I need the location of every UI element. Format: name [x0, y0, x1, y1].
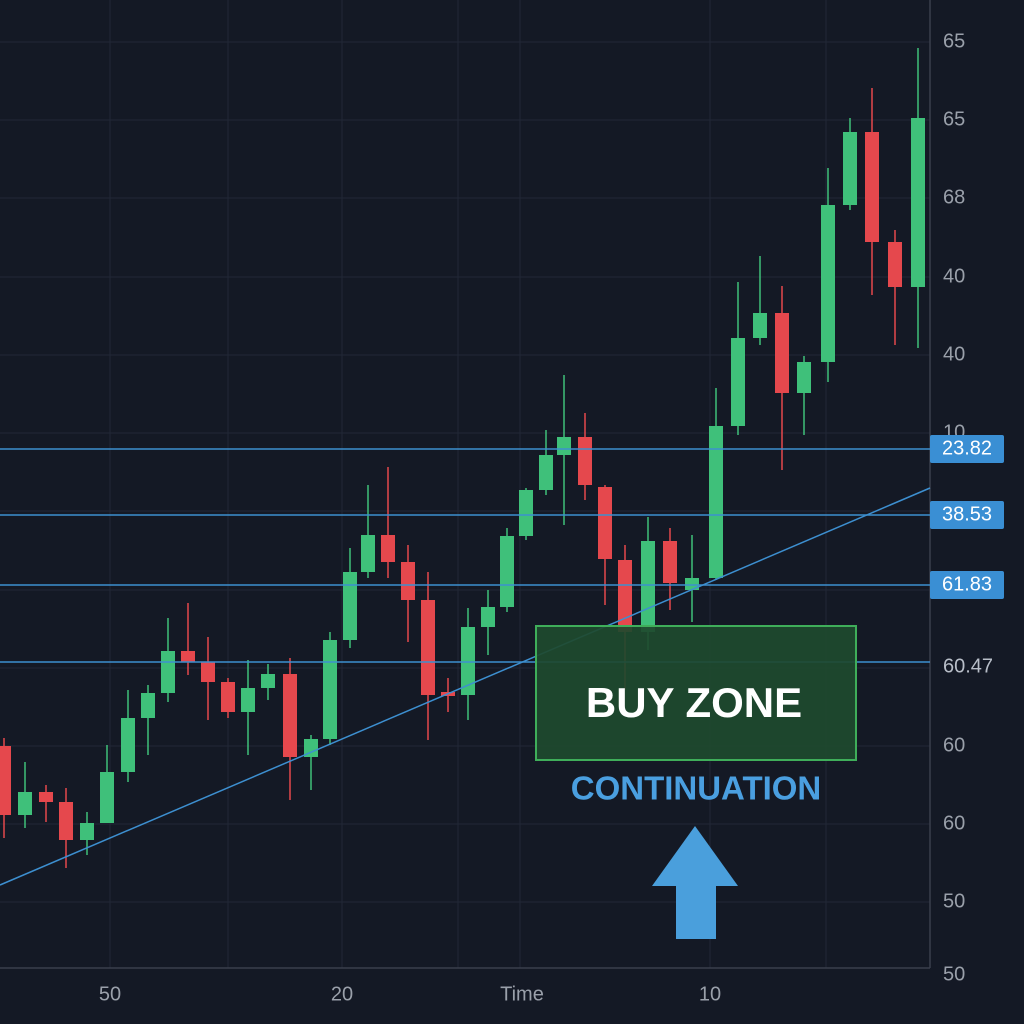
candle-body — [685, 578, 699, 590]
time-label: 10 — [699, 983, 721, 1005]
price-label: 68 — [943, 186, 965, 208]
candle-body — [461, 627, 475, 695]
candle-body — [539, 455, 553, 490]
price-label: 50 — [943, 963, 965, 985]
arrow-head — [652, 826, 738, 886]
candle-body — [241, 688, 255, 712]
candle-body — [0, 746, 11, 815]
price-label: 60 — [943, 734, 965, 756]
candle-body — [39, 792, 53, 802]
price-label: 50 — [943, 890, 965, 912]
candle-body — [731, 338, 745, 426]
candle-body — [641, 541, 655, 632]
levels: 23.82 38.53 61.83 60.47 — [0, 435, 1004, 677]
candle-body — [709, 426, 723, 578]
price-label: 65 — [943, 30, 965, 52]
candle-body — [361, 535, 375, 572]
candle-body — [381, 535, 395, 562]
candle-body — [775, 313, 789, 393]
level-label: 61.83 — [942, 573, 992, 595]
candle-body — [100, 772, 114, 823]
level-label: 23.82 — [942, 437, 992, 459]
candle-body — [283, 674, 297, 757]
candle-body — [221, 682, 235, 712]
candle-body — [519, 490, 533, 536]
candle-body — [121, 718, 135, 772]
candle-body — [141, 693, 155, 718]
candle-body — [323, 640, 337, 739]
time-label: 50 — [99, 983, 121, 1005]
level-tag — [930, 501, 1004, 529]
candle-body — [578, 437, 592, 485]
buy-zone-box — [535, 625, 857, 761]
price-label: 40 — [943, 343, 965, 365]
time-label: 20 — [331, 983, 353, 1005]
level-tag — [930, 571, 1004, 599]
candle-body — [598, 487, 612, 559]
candles — [0, 48, 925, 868]
candle-body — [261, 674, 275, 688]
candle-body — [821, 205, 835, 362]
candle-body — [161, 651, 175, 693]
price-label: 60 — [943, 812, 965, 834]
candle-body — [500, 536, 514, 607]
candle-body — [59, 802, 73, 840]
buy-zone-title: BUY ZONE — [586, 679, 802, 726]
candle-body — [18, 792, 32, 815]
candle-body — [181, 651, 195, 662]
trend-line — [0, 487, 931, 886]
level-label: 38.53 — [942, 503, 992, 525]
price-label: 40 — [943, 265, 965, 287]
up-arrow — [652, 826, 738, 939]
price-label: 65 — [943, 108, 965, 130]
candle-body — [201, 662, 215, 682]
candle-body — [304, 739, 318, 757]
candle-body — [343, 572, 357, 640]
candle-body — [80, 823, 94, 840]
time-axis: 50 20 Time 10 — [99, 983, 721, 1005]
candle-body — [888, 242, 902, 287]
candle-body — [557, 437, 571, 455]
candle-body — [865, 132, 879, 242]
candle-body — [843, 132, 857, 205]
candle-body — [481, 607, 495, 627]
candle-body — [911, 118, 925, 287]
candle-body — [753, 313, 767, 338]
level-tag — [930, 435, 1004, 463]
candle-body — [401, 562, 415, 600]
candle-body — [663, 541, 677, 583]
candle-body — [618, 560, 632, 632]
continuation-caption: CONTINUATION — [571, 770, 822, 807]
candle-body — [421, 600, 435, 695]
candle-body — [797, 362, 811, 393]
level-label: 60.47 — [943, 655, 993, 677]
time-label: Time — [500, 983, 544, 1005]
arrow-shaft — [676, 884, 716, 939]
grid — [0, 0, 930, 968]
